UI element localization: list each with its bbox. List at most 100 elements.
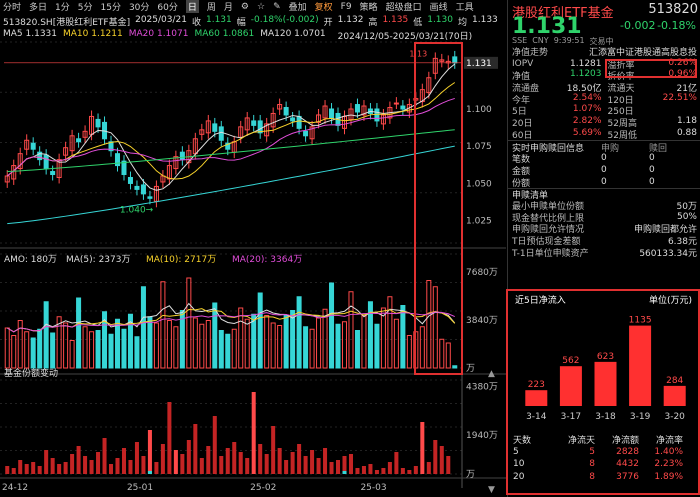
list-label: 申购赎回允许情况 bbox=[512, 225, 585, 236]
toolbar-button[interactable]: 超级盘口 bbox=[385, 3, 422, 13]
share-change-bar bbox=[31, 462, 36, 474]
date-axis-label: 24-12 bbox=[2, 483, 28, 493]
volume-bar bbox=[290, 310, 296, 369]
candle bbox=[296, 115, 302, 129]
detail-label: IOPV bbox=[512, 59, 534, 70]
net-inflow-bar bbox=[594, 361, 617, 406]
table-cell: 20 bbox=[513, 471, 525, 482]
share-change-bar bbox=[128, 460, 133, 474]
net-inflow-date: 3-17 bbox=[561, 412, 581, 422]
quote-field: 低 bbox=[413, 18, 423, 26]
volume-bar bbox=[114, 318, 121, 369]
share-change-bar bbox=[439, 446, 444, 474]
settings-icon[interactable]: ⚙ bbox=[240, 1, 249, 12]
list-value: 6.38元 bbox=[667, 236, 697, 247]
detail-row: 5日 1.07% 250日 bbox=[508, 104, 700, 117]
toolbar-button[interactable]: F9 bbox=[340, 1, 352, 12]
period-tab[interactable]: 日 bbox=[185, 0, 199, 13]
period-tab[interactable]: 15分 bbox=[100, 3, 121, 13]
net-inflow-bar bbox=[629, 325, 652, 406]
period-tab[interactable]: 1分 bbox=[55, 3, 70, 13]
share-change-bar bbox=[212, 416, 217, 474]
toolbar-button[interactable]: 策略 bbox=[359, 3, 378, 13]
period-tab[interactable]: 月 bbox=[223, 3, 233, 13]
toolbar-button[interactable]: 复权 bbox=[314, 3, 333, 13]
detail-value: 0.88 bbox=[676, 127, 697, 138]
volume-bar bbox=[17, 320, 23, 369]
volume-bar bbox=[426, 280, 432, 369]
share-change-title: 基金份额变动 bbox=[4, 367, 58, 379]
detail-label: 净值走势 bbox=[512, 48, 549, 59]
candle bbox=[322, 105, 328, 119]
candle bbox=[277, 104, 283, 110]
realtime-label: 笔数 bbox=[512, 154, 531, 165]
candle bbox=[212, 123, 218, 132]
quote-field: 1.130 bbox=[427, 15, 453, 25]
candle bbox=[134, 185, 140, 190]
table-cell: 8 bbox=[589, 459, 595, 470]
volume-axis-label: 3840万 bbox=[466, 316, 498, 326]
candle bbox=[140, 184, 146, 195]
toolbar-button[interactable]: 画线 bbox=[429, 3, 448, 13]
candle bbox=[348, 108, 354, 120]
table-cell: 4432 bbox=[616, 459, 639, 470]
share-change-bar bbox=[407, 470, 412, 474]
scroll-up-icon[interactable]: ▲ bbox=[488, 369, 495, 379]
share-change-bar bbox=[70, 454, 75, 474]
volume-bar bbox=[277, 325, 283, 369]
candle bbox=[270, 112, 276, 128]
volume-bar bbox=[134, 336, 140, 369]
period-tab[interactable]: 30分 bbox=[128, 3, 150, 13]
net-inflow-chart: 223 3-14 562 3-17 623 3-18 1135 3-19 284 3-20 bbox=[525, 316, 686, 422]
volume-bar bbox=[160, 281, 166, 369]
price-axis-label: 1.025 bbox=[466, 217, 492, 227]
net-inflow-date: 3-19 bbox=[630, 412, 651, 422]
candle bbox=[354, 104, 360, 113]
premium-rate-highlight bbox=[605, 59, 697, 78]
volume-bar bbox=[50, 332, 56, 369]
candle bbox=[426, 77, 432, 94]
volume-legend: MA(5): 2373万 bbox=[66, 255, 130, 265]
toolbar-button[interactable]: 工具 bbox=[455, 3, 474, 13]
period-tab[interactable]: 5分 bbox=[77, 3, 93, 13]
toolbar: 分时 多日 1分 5分 15分 30分 60分日周月 ⚙ ☆ ✎ 叠加 复权 F9 策略 超级盘口 画线 工具 bbox=[0, 0, 505, 13]
detail-row: 60日 5.69% 52周低 0.88 bbox=[508, 127, 700, 141]
volume-bar bbox=[147, 316, 153, 369]
kline-chart-area[interactable]: 1.131 1.100 1.075 1.050 1.025 1.040→ 1.13 AMO: … bbox=[0, 0, 506, 497]
recent-bars-highlight bbox=[414, 42, 463, 375]
candle bbox=[380, 114, 386, 125]
share-change-bar bbox=[180, 454, 185, 474]
pin-icon[interactable]: ☆ bbox=[256, 1, 266, 12]
share-change-bar-negative bbox=[147, 471, 152, 474]
candle bbox=[69, 135, 75, 152]
draw-icon[interactable]: ✎ bbox=[273, 1, 281, 12]
period-tab[interactable]: 周 bbox=[206, 3, 216, 13]
volume-bar bbox=[367, 301, 373, 369]
scroll-down-icon[interactable]: ▼ bbox=[488, 485, 495, 495]
share-change-bar bbox=[245, 458, 250, 474]
share-change-bar bbox=[446, 456, 451, 474]
candle bbox=[374, 108, 380, 122]
candle bbox=[24, 139, 30, 150]
net-inflow-table-header: 天数 净流天 净流额 净流率 bbox=[507, 433, 700, 446]
price-axis-label: 1.100 bbox=[466, 105, 492, 115]
share-change-bar bbox=[361, 466, 366, 474]
share-change-bar bbox=[251, 392, 256, 474]
low-price-marker: 1.040→ bbox=[120, 205, 154, 215]
share-change-bar bbox=[348, 454, 353, 474]
share-change-bar bbox=[336, 460, 341, 474]
net-inflow-value: 284 bbox=[666, 376, 683, 386]
price-change: -0.002 bbox=[620, 19, 656, 32]
toolbar-button[interactable]: 叠加 bbox=[288, 3, 307, 13]
volume-bar bbox=[140, 286, 146, 369]
period-tab[interactable]: 60分 bbox=[157, 3, 178, 13]
realtime-label: 份额 bbox=[512, 178, 531, 189]
period-tab[interactable]: 多日 bbox=[29, 3, 48, 13]
volume-ma-line bbox=[6, 308, 456, 333]
security-code: 513820 bbox=[648, 2, 698, 17]
period-tab[interactable]: 分时 bbox=[3, 3, 22, 13]
ma-value: MA20 1.1071 bbox=[128, 29, 189, 39]
share-change-bar bbox=[303, 456, 308, 474]
volume-bar bbox=[179, 310, 185, 369]
security-name: 港股红利ETF基金 bbox=[512, 6, 614, 21]
